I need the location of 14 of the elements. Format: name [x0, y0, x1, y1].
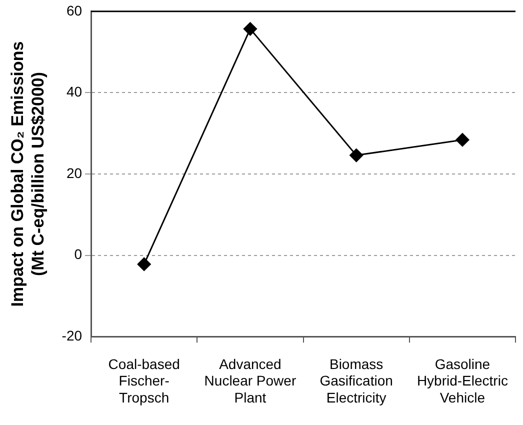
x-tick-label: Coal-based Fischer-Tropsch: [108, 356, 180, 406]
y-axis-title: Impact on Global CO₂ Emissions (Mt C-eq/billion US$2000): [8, 41, 48, 307]
y-tick-label: 60: [66, 2, 82, 18]
point: [243, 22, 257, 36]
x-tick-label: Advanced Nuclear Power Plant: [204, 356, 296, 406]
x-tick-label: Gasoline Hybrid-Electric Vehicle: [416, 356, 508, 406]
y-tick-label: 20: [66, 164, 82, 181]
x-tick-label: Biomass Gasification Electricity: [320, 356, 393, 406]
point: [137, 257, 151, 271]
point: [350, 148, 364, 162]
y-tick-label: 40: [66, 84, 82, 100]
y-tick-label: -20: [62, 327, 82, 344]
y-tick-label: 0: [74, 246, 82, 262]
point: [456, 133, 470, 147]
